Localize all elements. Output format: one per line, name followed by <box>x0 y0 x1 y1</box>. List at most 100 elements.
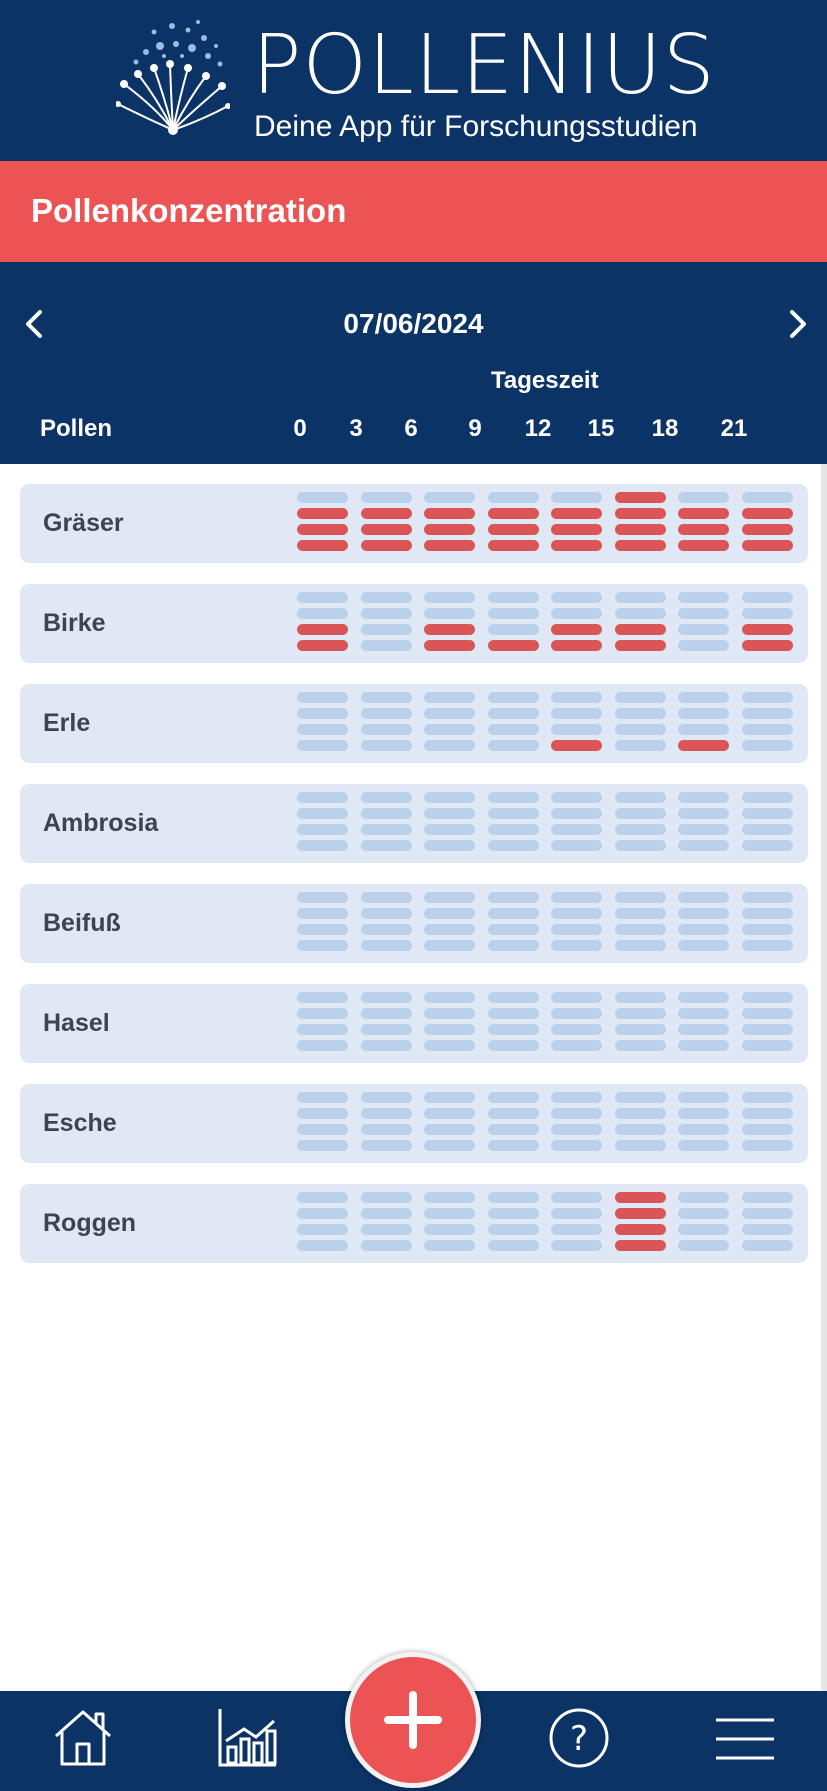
level-bar-inactive <box>297 992 348 1003</box>
level-bar-inactive <box>741 1140 793 1151</box>
level-bar-inactive <box>741 492 793 503</box>
level-bar-inactive <box>614 1124 666 1135</box>
page-title: Pollenkonzentration <box>31 192 347 229</box>
level-bar-inactive <box>741 940 793 951</box>
pollen-column-label: Pollen <box>40 415 113 442</box>
level-bar-inactive <box>424 1192 475 1203</box>
level-bar-inactive <box>741 1040 793 1051</box>
level-bar-inactive <box>551 1208 602 1219</box>
level-bar-inactive <box>487 1124 539 1135</box>
level-bar-inactive <box>741 608 793 619</box>
level-bar-inactive <box>678 1040 729 1051</box>
level-bar-inactive <box>678 908 729 919</box>
level-bar-inactive <box>297 808 348 819</box>
level-bar-inactive <box>487 724 539 735</box>
level-bar-inactive <box>678 1124 729 1135</box>
level-bar-inactive <box>551 1108 602 1119</box>
pollen-row: Erle <box>20 684 808 763</box>
level-bar-inactive <box>297 924 348 935</box>
level-bar-inactive <box>424 1008 475 1019</box>
time-of-day-label: Tageszeit <box>491 367 599 394</box>
level-bar-inactive <box>614 708 666 719</box>
previous-day-button[interactable] <box>14 298 54 350</box>
level-bar-inactive <box>678 808 729 819</box>
level-bar-inactive <box>360 608 412 619</box>
chevron-right-icon <box>790 310 806 338</box>
level-bar-inactive <box>551 724 602 735</box>
level-bar-inactive <box>297 740 348 751</box>
date-navigation: 07/06/2024 Tageszeit Pollen 0 3 6 9 12 15 18 21 <box>0 262 827 464</box>
level-bar-active <box>297 508 348 519</box>
level-bar-inactive <box>614 824 666 835</box>
level-bar-inactive <box>678 892 729 903</box>
menu-icon[interactable] <box>714 1717 776 1761</box>
scrollbar[interactable] <box>821 464 827 1691</box>
level-bar-inactive <box>614 1024 666 1035</box>
level-bar-active <box>424 524 475 535</box>
level-bar-inactive <box>487 1008 539 1019</box>
level-bar-inactive <box>297 1140 348 1151</box>
level-bar-inactive <box>297 940 348 951</box>
level-bar-active <box>487 540 539 551</box>
level-bar-active <box>297 640 348 651</box>
pollen-name: Roggen <box>43 1209 137 1237</box>
level-bar-active <box>487 640 539 651</box>
level-bar-inactive <box>678 1008 729 1019</box>
level-bar-inactive <box>614 1108 666 1119</box>
statistics-icon[interactable] <box>216 1707 278 1769</box>
level-bar-inactive <box>614 592 666 603</box>
level-bar-inactive <box>487 592 539 603</box>
level-bar-active <box>360 508 412 519</box>
level-bar-inactive <box>551 592 602 603</box>
level-bar-inactive <box>614 792 666 803</box>
level-bar-inactive <box>424 808 475 819</box>
level-bar-inactive <box>424 1240 475 1251</box>
level-bar-active <box>297 524 348 535</box>
level-bar-active <box>614 1224 666 1235</box>
level-bar-inactive <box>741 1092 793 1103</box>
level-bar-inactive <box>551 608 602 619</box>
level-bar-inactive <box>614 1040 666 1051</box>
next-day-button[interactable] <box>778 298 818 350</box>
level-bar-active <box>360 524 412 535</box>
level-bar-inactive <box>741 840 793 851</box>
level-bar-inactive <box>424 940 475 951</box>
level-bar-inactive <box>678 492 729 503</box>
svg-text:?: ? <box>570 1719 588 1759</box>
help-icon[interactable]: ? <box>548 1707 610 1769</box>
level-bar-active <box>678 508 729 519</box>
level-bar-inactive <box>360 1224 412 1235</box>
pollen-row: Birke <box>20 584 808 663</box>
level-bar-active <box>551 508 602 519</box>
level-bar-inactive <box>551 792 602 803</box>
home-icon[interactable] <box>52 1708 114 1768</box>
brand-name: POLLENIUS <box>252 18 716 113</box>
level-bar-inactive <box>551 1024 602 1035</box>
level-bar-inactive <box>678 840 729 851</box>
level-bar-inactive <box>551 908 602 919</box>
level-bar-active <box>741 508 793 519</box>
level-bar-inactive <box>424 824 475 835</box>
pollen-row: Roggen <box>20 1184 808 1263</box>
add-entry-button[interactable] <box>345 1652 481 1788</box>
level-bar-inactive <box>297 840 348 851</box>
level-bar-inactive <box>360 708 412 719</box>
level-bar-inactive <box>614 608 666 619</box>
level-bar-inactive <box>614 908 666 919</box>
level-bar-inactive <box>360 1092 412 1103</box>
level-bar-inactive <box>487 940 539 951</box>
level-bar-inactive <box>487 1208 539 1219</box>
dandelion-logo-icon <box>116 20 230 135</box>
level-bar-inactive <box>297 1240 348 1251</box>
pollen-row: Gräser <box>20 484 808 563</box>
level-bar-inactive <box>614 924 666 935</box>
level-bar-inactive <box>678 608 729 619</box>
level-bar-inactive <box>614 808 666 819</box>
level-bar-inactive <box>551 808 602 819</box>
level-bar-inactive <box>741 908 793 919</box>
level-bar-inactive <box>424 908 475 919</box>
level-bar-inactive <box>678 624 729 635</box>
level-bar-inactive <box>487 492 539 503</box>
level-bar-inactive <box>487 1040 539 1051</box>
level-bar-inactive <box>614 940 666 951</box>
